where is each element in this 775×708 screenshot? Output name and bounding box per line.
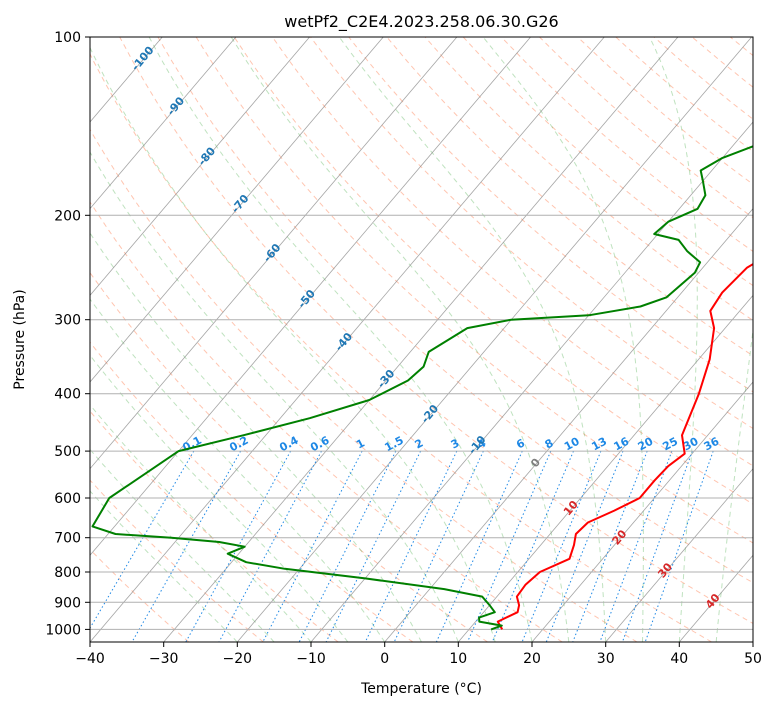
dry-adiabat-line bbox=[157, 37, 753, 584]
mixing-ratio-line bbox=[364, 450, 458, 642]
y-axis-label: Pressure (hPa) bbox=[12, 289, 28, 389]
x-tick-label: −30 bbox=[149, 651, 179, 667]
x-tick-label: 30 bbox=[597, 651, 615, 667]
moist-adiabat-line bbox=[148, 37, 533, 642]
x-tick-label: 40 bbox=[670, 651, 688, 667]
isotherm-line bbox=[90, 37, 310, 296]
mixing-ratio-line bbox=[491, 450, 574, 642]
mixing-ratio-label: 13 bbox=[589, 435, 609, 454]
dry-adiabat-line bbox=[233, 37, 753, 505]
y-tick-label: 100 bbox=[54, 30, 81, 46]
mixing-ratio-label: 10 bbox=[562, 435, 582, 454]
dry-adiabat-line bbox=[90, 548, 190, 642]
chart-title: wetPf2_C2E4.2023.258.06.30.G26 bbox=[284, 12, 558, 32]
y-tick-label: 1000 bbox=[45, 622, 81, 638]
y-tick-label: 500 bbox=[54, 444, 81, 460]
x-tick-label: 10 bbox=[449, 651, 467, 667]
moist-adiabat-line bbox=[338, 37, 607, 642]
temperature-profile-line bbox=[496, 262, 753, 630]
x-axis-label: Temperature (°C) bbox=[360, 681, 482, 697]
mixing-ratio-label: 30 bbox=[681, 435, 701, 454]
moist-adiabat-line bbox=[482, 37, 644, 642]
isotherm-line bbox=[605, 468, 753, 642]
x-tick-label: 20 bbox=[523, 651, 541, 667]
axes: −40 −30 −20 −10 0 10 20 30 40 50 100 200 300 400 500 60… bbox=[45, 30, 762, 667]
dry-adiabat-line bbox=[90, 201, 563, 642]
x-tick-label: 0 bbox=[380, 651, 389, 667]
moist-adiabat-line bbox=[90, 232, 422, 642]
x-tick-label: 50 bbox=[744, 651, 762, 667]
axes-frame bbox=[89, 36, 754, 643]
isotherm-line bbox=[163, 37, 679, 642]
mixing-ratio-label: 16 bbox=[612, 435, 632, 454]
mixing-ratio-line bbox=[185, 450, 292, 642]
dry-adiabat-line bbox=[90, 128, 638, 642]
isotherm-line bbox=[531, 381, 753, 642]
mixing-ratio-label: 36 bbox=[702, 435, 722, 454]
x-tick-label: −40 bbox=[75, 651, 105, 667]
mixing-ratio-line bbox=[621, 450, 693, 642]
dry-adiabat-line bbox=[424, 37, 753, 322]
dry-adiabat-line bbox=[90, 410, 339, 642]
y-tick-label: 700 bbox=[54, 531, 81, 547]
isotherm-line bbox=[90, 37, 531, 556]
y-tick-label: 900 bbox=[54, 595, 81, 611]
mixing-ratio-line bbox=[218, 450, 322, 642]
isotherm-line bbox=[90, 37, 605, 642]
x-tick-label: −20 bbox=[223, 651, 253, 667]
y-tick-label: 400 bbox=[54, 387, 81, 403]
isotherm-line bbox=[90, 37, 458, 470]
mixing-ratio-line bbox=[521, 450, 602, 642]
y-tick-label: 600 bbox=[54, 491, 81, 507]
mixing-ratio-line bbox=[393, 450, 484, 642]
isotherm-line bbox=[310, 121, 753, 642]
dry-adiabat-line bbox=[119, 37, 753, 624]
moist-adiabat-line bbox=[90, 354, 349, 642]
dry-adiabat-line bbox=[386, 37, 753, 357]
x-tick-label: −10 bbox=[296, 651, 326, 667]
mixing-ratio-line bbox=[90, 450, 195, 630]
dry-adiabat-line bbox=[90, 479, 264, 642]
isotherm-line bbox=[236, 37, 752, 642]
mixing-ratio-line bbox=[467, 450, 552, 642]
mixing-ratio-line bbox=[435, 450, 523, 642]
isotherm-line bbox=[90, 37, 384, 383]
dry-adiabat-line bbox=[90, 52, 712, 642]
moist-adiabat-line bbox=[90, 46, 496, 642]
y-tick-label: 300 bbox=[54, 313, 81, 329]
mixing-ratio-line bbox=[131, 450, 242, 642]
y-tick-label: 200 bbox=[54, 208, 81, 224]
isotherm-line bbox=[90, 37, 237, 210]
isotherm-line bbox=[384, 208, 753, 642]
moist-adiabat-line bbox=[90, 151, 459, 642]
dewpoint-profile-line bbox=[91, 145, 753, 631]
y-tick-label: 800 bbox=[54, 565, 81, 581]
isotherm-line bbox=[457, 294, 753, 642]
moist-adiabat-line bbox=[715, 326, 753, 642]
mixing-ratio-line bbox=[644, 450, 714, 642]
moist-adiabat-line bbox=[649, 37, 698, 642]
dry-adiabat-line bbox=[310, 37, 753, 430]
mixing-ratio-label: 25 bbox=[660, 435, 680, 454]
moist-adiabat-line bbox=[90, 448, 275, 642]
moist-adiabat-line bbox=[230, 37, 570, 642]
mixing-ratio-label: 20 bbox=[636, 435, 656, 454]
dry-adiabat-line bbox=[90, 271, 488, 642]
